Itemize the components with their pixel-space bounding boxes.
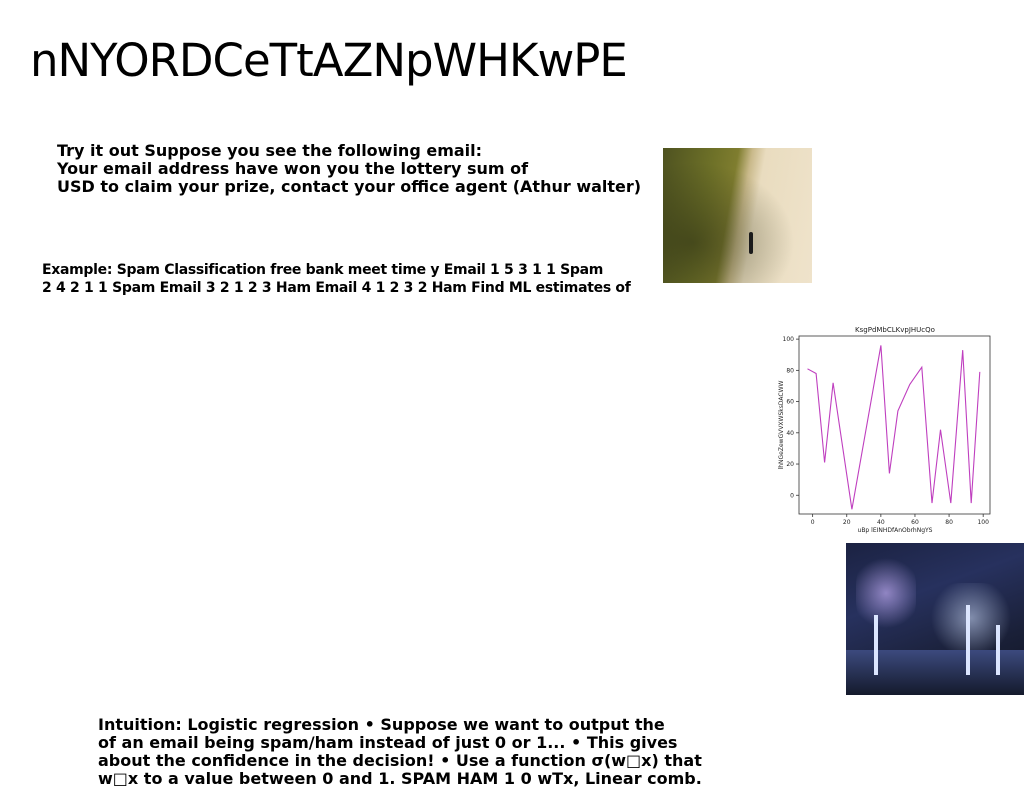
y-axis-label: lhNGeZewGVVXWSksDACWW [778, 380, 785, 469]
beach-photo-shade [663, 148, 812, 283]
line-chart: KsgPdMbCLKvpJHUcQo 0 20 40 60 80 100 0 20 40 60 8… [770, 318, 1002, 542]
x-tick-label: 20 [843, 519, 851, 526]
tryit-text-block: Try it out Suppose you see the following… [57, 142, 641, 196]
party-photo-candle [874, 615, 878, 675]
beach-photo-person [749, 232, 753, 254]
intuition-line-1: Intuition: Logistic regression • Suppose… [98, 715, 665, 734]
intuition-line-3: about the confidence in the decision! • … [98, 751, 702, 770]
y-tick-label: 60 [786, 399, 794, 406]
x-tick-label: 60 [911, 519, 919, 526]
x-axis-ticks: 0 20 40 60 80 100 [811, 514, 989, 526]
example-line-2: 2 4 2 1 1 Spam Email 3 2 1 2 3 Ham Email… [42, 280, 631, 296]
party-photo-glow-right [926, 583, 1016, 653]
y-axis-ticks: 0 20 40 60 80 100 [783, 336, 799, 499]
plot-frame [798, 335, 991, 515]
y-tick-label: 20 [786, 461, 794, 468]
y-tick-label: 40 [786, 430, 794, 437]
series-group [807, 345, 981, 510]
x-tick-label: 0 [811, 519, 815, 526]
party-photo-candle [996, 625, 1000, 675]
slide-title: nNYORDCeTtAZNpWHKwPE [30, 34, 628, 87]
party-photo [846, 543, 1024, 695]
x-tick-label: 80 [945, 519, 953, 526]
x-tick-label: 40 [877, 519, 885, 526]
intuition-line-4: w□x to a value between 0 and 1. SPAM HAM… [98, 769, 702, 788]
series-line [807, 345, 981, 510]
beach-photo [663, 148, 812, 283]
y-tick-label: 80 [786, 367, 794, 374]
line-chart-svg: KsgPdMbCLKvpJHUcQo 0 20 40 60 80 100 0 20 40 60 8… [778, 326, 991, 534]
intuition-line-2: of an email being spam/ham instead of ju… [98, 733, 678, 752]
example-line-1: Example: Spam Classification free bank m… [42, 262, 604, 278]
x-tick-label: 100 [977, 519, 989, 526]
chart-title: KsgPdMbCLKvpJHUcQo [855, 326, 935, 334]
tryit-line-1: Try it out Suppose you see the following… [57, 141, 483, 160]
y-tick-label: 100 [783, 336, 795, 343]
tryit-line-3: USD to claim your prize, contact your of… [57, 177, 642, 196]
party-photo-glow-left [856, 553, 916, 633]
y-tick-label: 0 [790, 492, 794, 499]
party-photo-candle [966, 605, 970, 675]
tryit-line-2: Your email address have won you the lott… [57, 159, 529, 178]
intuition-text-block: Intuition: Logistic regression • Suppose… [98, 716, 702, 788]
example-text-block: Example: Spam Classification free bank m… [42, 261, 631, 297]
x-axis-label: uBp lEINHDfAnObrhNgYS [858, 527, 933, 534]
